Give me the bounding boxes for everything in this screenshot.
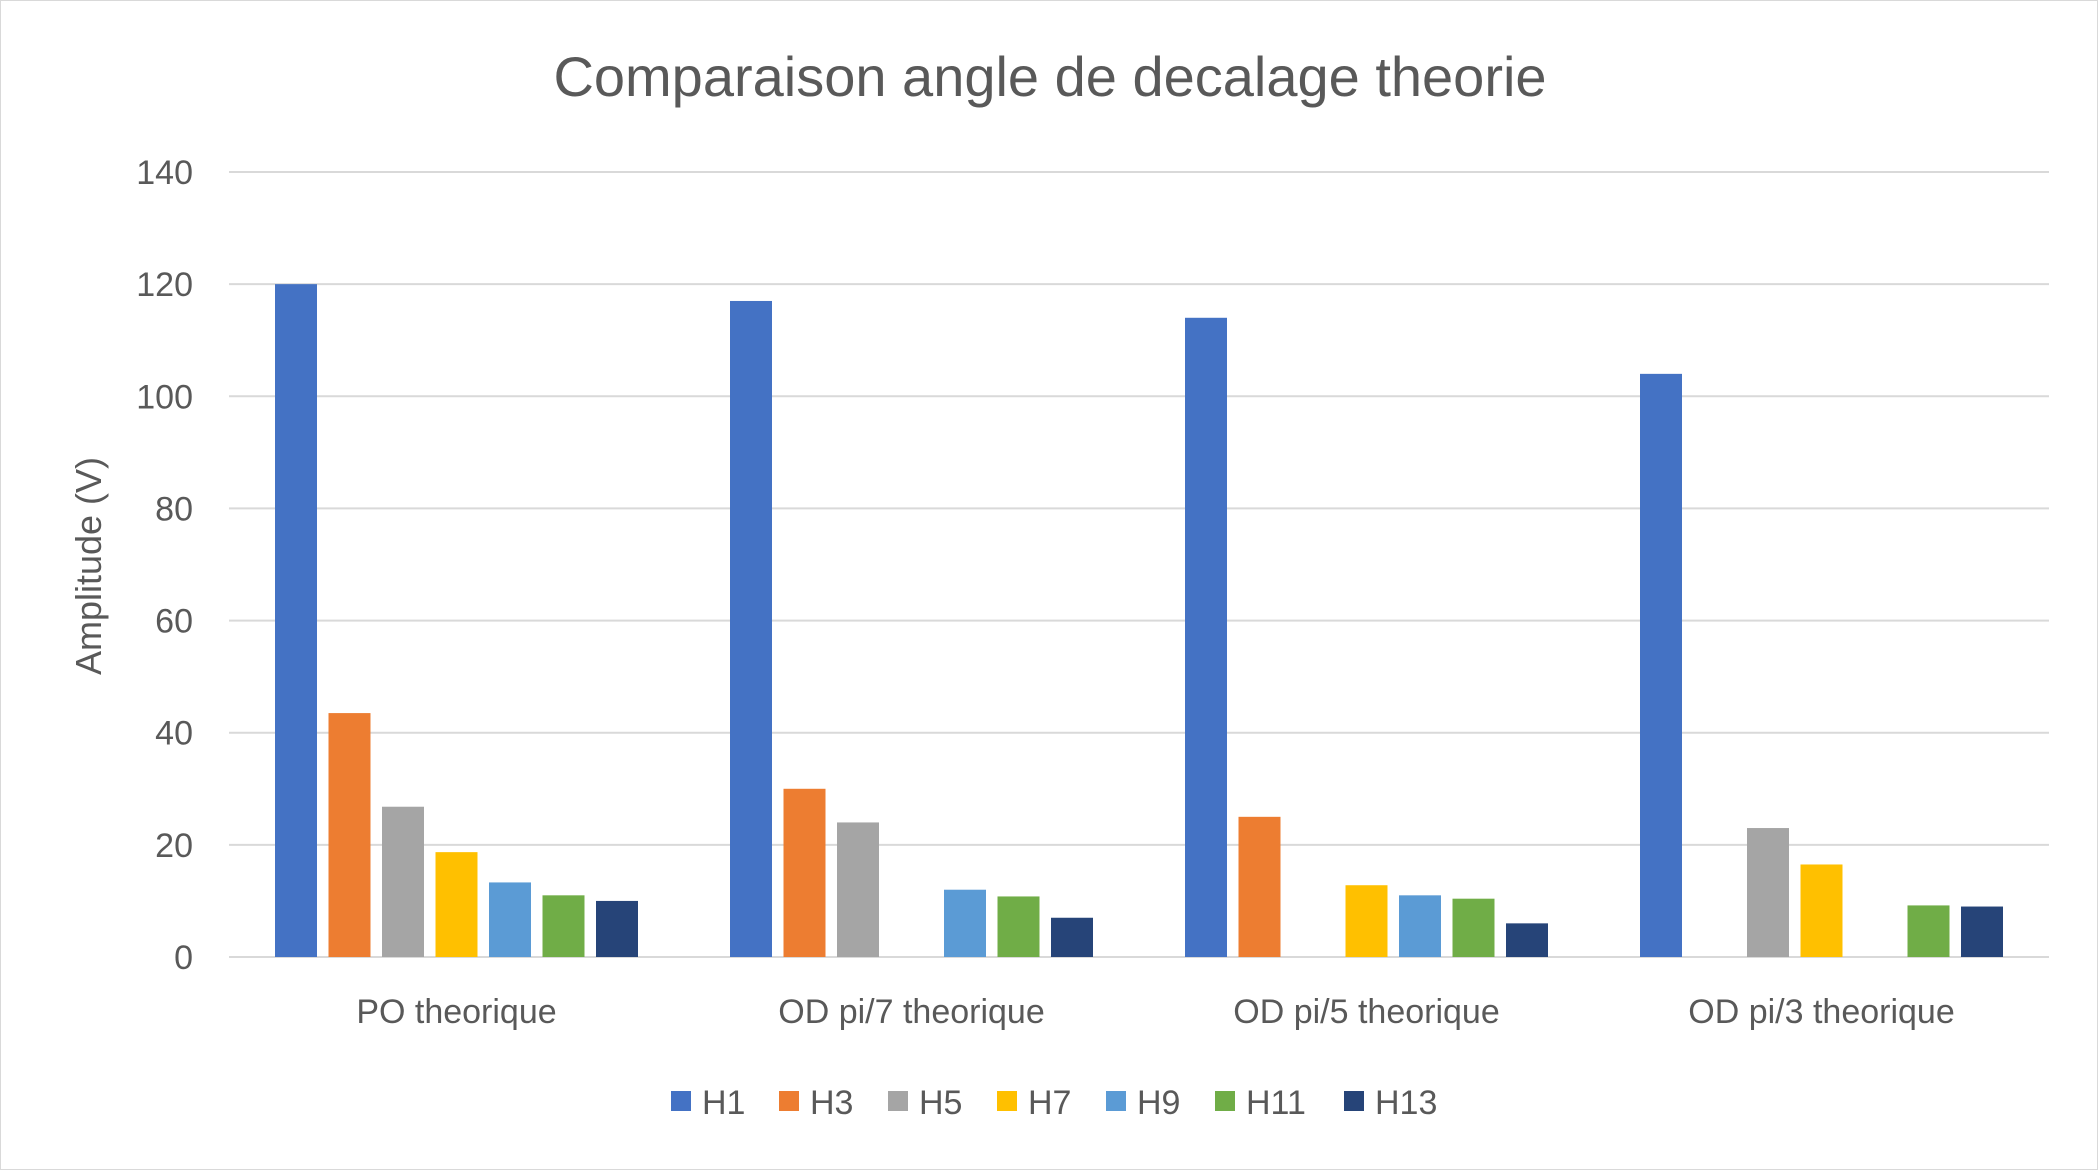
legend-label: H9 [1137,1084,1180,1122]
bar-h9 [1399,895,1441,957]
bar-h5 [382,806,424,957]
bar-h13 [1051,917,1093,957]
legend-swatch-h9 [1106,1091,1126,1111]
bar-h13 [1506,923,1548,957]
bar-h11 [1907,905,1950,957]
bar-h5 [1747,828,1789,957]
bar-h1 [730,300,772,957]
legend-label: H13 [1375,1084,1437,1122]
legend-label: H11 [1246,1084,1306,1122]
bar-h11 [997,896,1040,957]
legend-swatch-h1 [671,1091,691,1111]
x-category-label: OD pi/5 theorique [1233,993,1500,1031]
y-tick-label: 20 [155,827,193,865]
y-tick-label: 0 [174,939,193,977]
bar-h3 [783,788,826,957]
gridlines [229,171,2049,958]
legend-label: H3 [810,1084,853,1122]
bar-h5 [837,822,879,957]
bar-h13 [1961,906,2003,957]
bar-h11 [542,895,585,957]
bar-h3 [328,713,371,957]
chart-title: Comparaison angle de decalage theorie [553,45,1546,108]
legend-label: H7 [1028,1084,1071,1122]
bar-h1 [1185,317,1227,957]
bar-h7 [1345,885,1388,957]
x-category-label: PO theorique [356,993,556,1031]
y-tick-label: 80 [155,490,193,528]
bar-h7 [1800,864,1843,957]
legend-label: H1 [702,1084,745,1122]
bar-h3 [1238,816,1281,957]
y-tick-label: 120 [136,266,193,304]
legend-swatch-h13 [1344,1091,1364,1111]
y-tick-label: 40 [155,715,193,753]
x-category-label: OD pi/3 theorique [1688,993,1955,1031]
y-axis-label: Amplitude (V) [68,457,109,675]
bars [275,284,2003,958]
bar-h7 [435,852,478,957]
legend-swatch-h7 [997,1091,1017,1111]
bar-h1 [275,284,317,958]
legend-swatch-h11 [1215,1091,1235,1111]
bar-h1 [1640,373,1682,957]
y-tick-label: 140 [136,154,193,192]
y-axis-ticks: 0 20 40 60 80 100 120 140 [136,154,193,977]
legend-swatch-h3 [779,1091,799,1111]
legend-swatch-h5 [888,1091,908,1111]
bar-h9 [489,882,531,957]
x-axis-categories: PO theorique OD pi/7 theorique OD pi/5 the… [356,993,1954,1031]
legend: H1 H3 H5 H7 H9 H11 H13 [671,1084,1437,1122]
y-tick-label: 100 [136,378,193,416]
bar-h9 [944,889,986,957]
bar-h13 [596,900,638,957]
bar-h11 [1452,898,1495,957]
y-tick-label: 60 [155,603,193,641]
x-category-label: OD pi/7 theorique [778,993,1045,1031]
legend-label: H5 [919,1084,962,1122]
